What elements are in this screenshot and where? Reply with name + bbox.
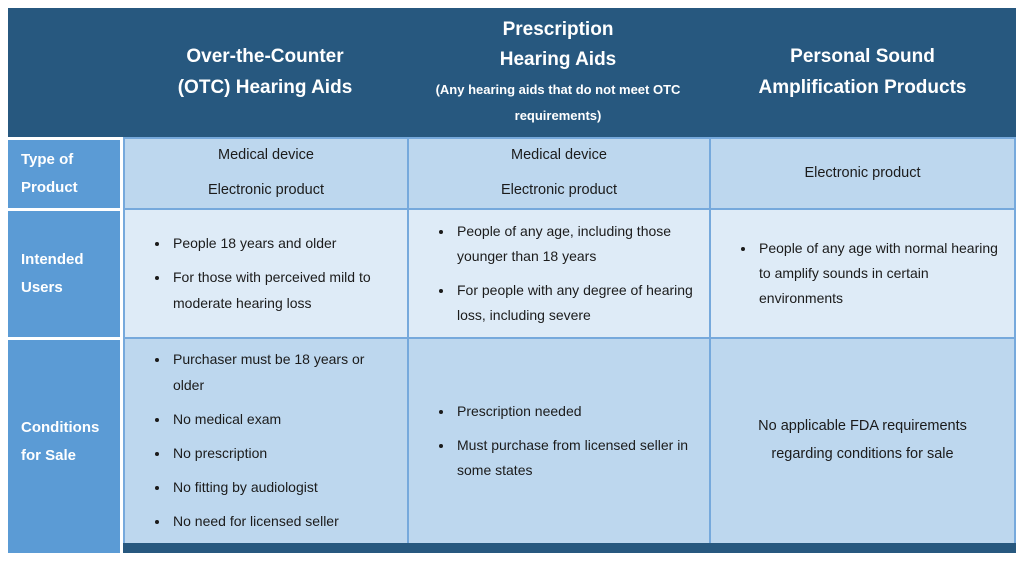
comparison-table: Over-the-Counter (OTC) Hearing Aids Prescr… (8, 8, 1016, 553)
bottom-bar-label-segment (8, 543, 123, 553)
cell-type-of-product-prescription: Medical device Electronic product (407, 137, 709, 208)
text-line: Medical device (511, 147, 607, 164)
text-line: Electronic product (207, 182, 325, 198)
column-header-psap: Personal Sound Amplification Products (709, 8, 1016, 137)
text-line: No applicable FDA requirements regarding… (758, 418, 967, 462)
text-lines: Medical device Electronic product (409, 131, 709, 215)
row-label-conditions-for-sale: Conditions for Sale (8, 337, 123, 543)
cell-intended-users-otc: People 18 years and older For those with … (123, 208, 407, 337)
bullet-item: No medical exam (170, 407, 399, 432)
text-line: Electronic product (500, 182, 618, 198)
text-lines: Electronic product (711, 149, 1014, 199)
text-line: Medical device (218, 147, 314, 164)
cell-intended-users-prescription: People of any age, including those young… (407, 208, 709, 337)
column-header-title-line: Personal Sound (790, 46, 935, 68)
column-header-title-line: Over-the-Counter (186, 46, 344, 68)
bullet-list: Prescription needed Must purchase from li… (437, 390, 701, 493)
row-label-text: Type of Product (21, 151, 78, 196)
bullet-item: People of any age, including those young… (454, 219, 701, 269)
bullet-list: Purchaser must be 18 years or older No me… (153, 338, 399, 543)
bullet-item: No prescription (170, 441, 399, 466)
bullet-item: People 18 years and older (170, 231, 399, 256)
cell-conditions-for-sale-otc: Purchaser must be 18 years or older No me… (123, 337, 407, 543)
row-label-type-of-product: Type of Product (8, 137, 123, 208)
column-header-title-line: Amplification Products (758, 76, 967, 98)
cell-type-of-product-otc: Medical device Electronic product (123, 137, 407, 208)
cell-conditions-for-sale-psap: No applicable FDA requirements regarding… (709, 337, 1016, 543)
row-label-intended-users: Intended Users (8, 208, 123, 337)
bullet-item: For those with perceived mild to moderat… (170, 265, 399, 315)
header-corner-cell (8, 8, 123, 137)
bullet-item: No fitting by audiologist (170, 475, 399, 500)
column-header-title-line: Hearing Aids (499, 49, 617, 71)
bullet-list: People of any age, including those young… (437, 210, 701, 338)
cell-type-of-product-psap: Electronic product (709, 137, 1016, 208)
column-header-title-line: Prescription (502, 18, 614, 40)
bullet-item: No need for licensed seller (170, 509, 399, 534)
text-lines: Medical device Electronic product (125, 131, 407, 215)
text-lines: No applicable FDA requirements regarding… (711, 402, 1014, 479)
text-line: Electronic product (804, 164, 921, 181)
column-header-otc: Over-the-Counter (OTC) Hearing Aids (123, 8, 407, 137)
bullet-list: People of any age with normal hearing to… (739, 227, 1006, 321)
bullet-item: For people with any degree of hearing lo… (454, 278, 701, 328)
row-label-text: Conditions for Sale (21, 418, 100, 464)
bullet-item: Must purchase from licensed seller in so… (454, 433, 701, 483)
cell-conditions-for-sale-prescription: Prescription needed Must purchase from li… (407, 337, 709, 543)
bottom-bar (123, 543, 1016, 553)
column-header-title-line: (OTC) Hearing Aids (177, 76, 353, 98)
bullet-item: Prescription needed (454, 399, 701, 424)
column-header-prescription: Prescription Hearing Aids (Any hearing aid… (407, 8, 709, 137)
bullet-item: Purchaser must be 18 years or older (170, 347, 399, 397)
row-label-text: Intended Users (21, 251, 84, 296)
bullet-list: People 18 years and older For those with … (153, 222, 399, 325)
cell-intended-users-psap: People of any age with normal hearing to… (709, 208, 1016, 337)
bullet-item: People of any age with normal hearing to… (756, 236, 1006, 312)
column-header-subtitle: (Any hearing aids that do not meet OTC r… (435, 81, 681, 124)
